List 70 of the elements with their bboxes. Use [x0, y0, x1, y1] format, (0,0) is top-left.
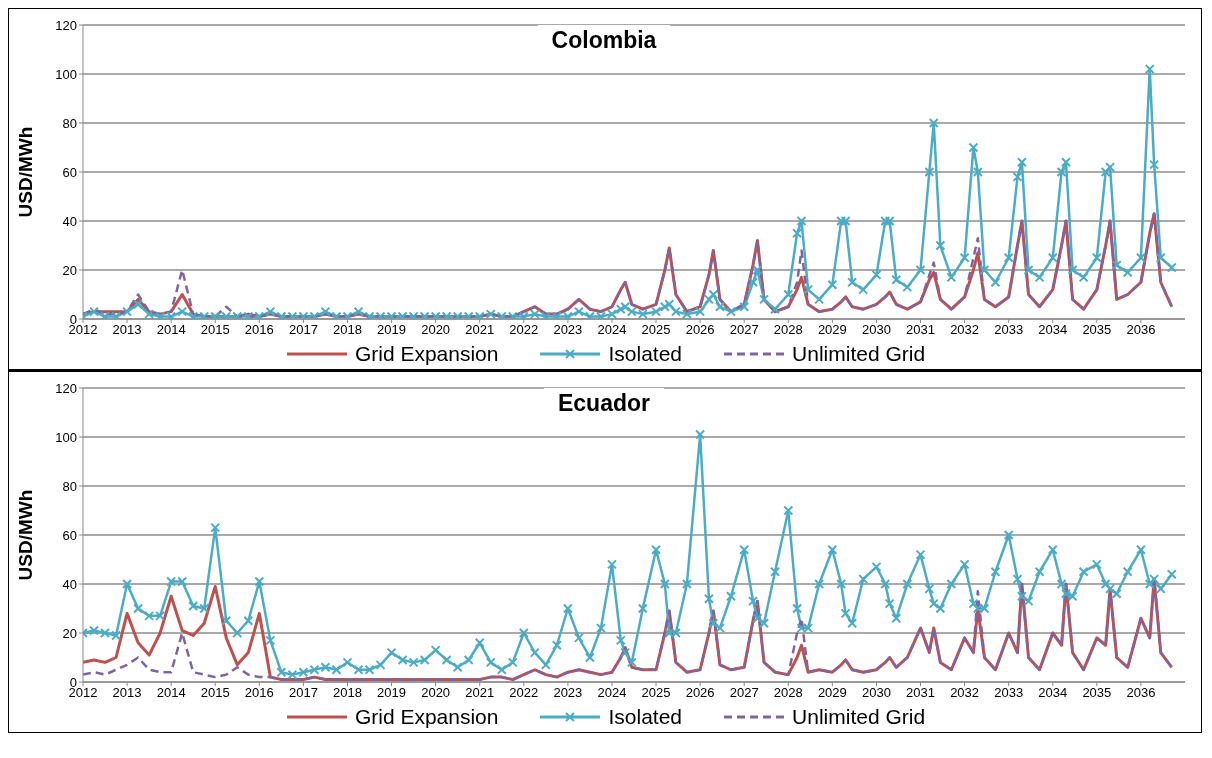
y-tick-label: 100	[55, 66, 77, 82]
x-tick-label: 2013	[112, 322, 142, 338]
y-tick-label: 60	[62, 164, 77, 180]
x-tick-label: 2025	[641, 685, 671, 701]
x-tick-label: 2015	[200, 322, 230, 338]
x-tick-label: 2033	[994, 685, 1024, 701]
x-tick-label: 2028	[773, 685, 803, 701]
y-tick-label: 20	[62, 262, 77, 278]
x-tick-label: 2035	[1082, 685, 1112, 701]
x-tick-label: 2020	[421, 685, 451, 701]
x-tick-label: 2021	[465, 685, 495, 701]
x-tick-label: 2036	[1126, 322, 1156, 338]
x-tick-label: 2018	[333, 685, 362, 701]
x-tick-label: 2032	[950, 322, 980, 338]
x-tick-label: 2019	[377, 322, 407, 338]
x-tick-label: 2030	[861, 685, 891, 701]
x-tick-label: 2020	[421, 322, 451, 338]
y-tick-label: 40	[62, 213, 77, 229]
y-tick-label: 60	[62, 527, 77, 543]
x-tick-label: 2017	[288, 322, 318, 338]
x-tick-label: 2026	[685, 322, 715, 338]
chart-title: Ecuador	[543, 388, 665, 418]
legend-label: Unlimited Grid	[792, 342, 926, 366]
x-tick-label: 2031	[906, 685, 935, 701]
x-tick-label: 2035	[1082, 322, 1112, 338]
x-tick-label: 2032	[950, 685, 980, 701]
x-tick-label: 2014	[156, 685, 186, 701]
x-tick-label: 2022	[509, 322, 539, 338]
x-tick-label: 2017	[288, 685, 318, 701]
x-tick-label: 2033	[994, 322, 1024, 338]
x-tick-label: 2036	[1126, 685, 1156, 701]
y-tick-label: 80	[62, 115, 77, 131]
y-tick-label: 80	[62, 478, 77, 494]
legend-label: Grid Expansion	[354, 342, 499, 366]
x-tick-label: 2028	[773, 322, 803, 338]
x-tick-label: 2022	[509, 685, 539, 701]
legend-label: Grid Expansion	[354, 705, 499, 729]
x-tick-label: 2034	[1038, 685, 1068, 701]
x-tick-label: 2027	[729, 685, 759, 701]
x-tick-label: 2024	[597, 322, 627, 338]
y-tick-label: 120	[55, 17, 77, 33]
chart-title: Colombia	[537, 25, 671, 55]
x-tick-label: 2029	[817, 322, 847, 338]
x-tick-label: 2016	[244, 685, 274, 701]
x-tick-label: 2021	[465, 322, 495, 338]
x-tick-label: 2024	[597, 685, 627, 701]
y-tick-label: 40	[62, 576, 77, 592]
legend-label: Isolated	[608, 705, 683, 729]
x-tick-label: 2019	[377, 685, 407, 701]
x-tick-label: 2030	[861, 322, 891, 338]
x-tick-label: 2016	[244, 322, 274, 338]
x-tick-label: 2023	[553, 322, 583, 338]
y-axis-title: USD/MWh	[14, 489, 36, 581]
x-tick-label: 2026	[685, 685, 715, 701]
x-tick-label: 2014	[156, 322, 186, 338]
x-tick-label: 2015	[200, 685, 230, 701]
y-tick-label: 20	[62, 625, 77, 641]
x-tick-label: 2031	[906, 322, 935, 338]
x-tick-label: 2023	[553, 685, 583, 701]
x-tick-label: 2027	[729, 322, 759, 338]
x-tick-label: 2034	[1038, 322, 1068, 338]
x-tick-label: 2025	[641, 322, 671, 338]
x-tick-label: 2018	[333, 322, 362, 338]
legend-label: Isolated	[608, 342, 683, 366]
y-tick-label: 120	[55, 380, 77, 396]
legend-label: Unlimited Grid	[792, 705, 926, 729]
y-tick-label: 100	[55, 429, 77, 445]
y-axis-title: USD/MWh	[14, 126, 36, 218]
x-tick-label: 2029	[817, 685, 847, 701]
x-tick-label: 2013	[112, 685, 142, 701]
